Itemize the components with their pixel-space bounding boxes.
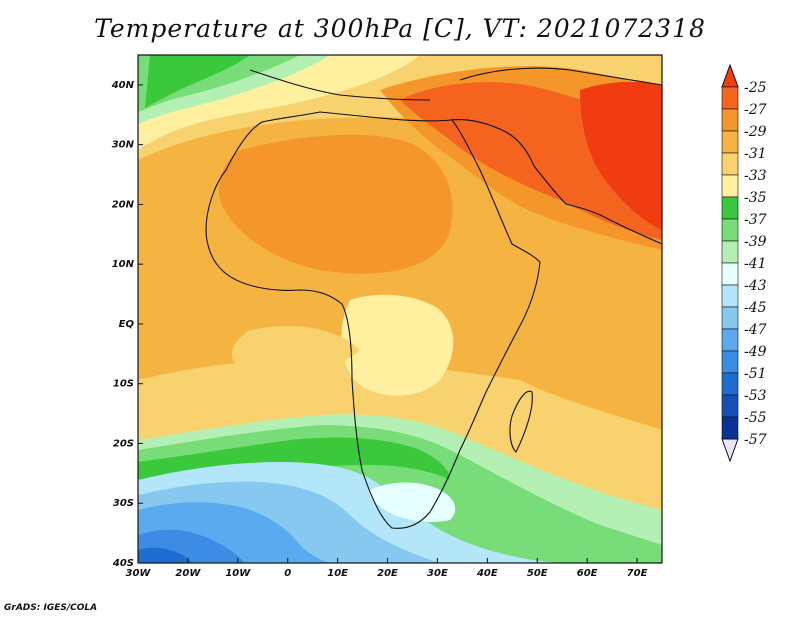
temperature-field <box>138 55 662 563</box>
colorbar-swatch <box>721 372 739 396</box>
colorbar-label: -51 <box>744 366 767 382</box>
colorbar-swatch <box>721 416 739 440</box>
colorbar-swatch <box>721 218 739 242</box>
credit-text: GrADS: IGES/COLA <box>4 603 98 613</box>
y-tick-label: 10N <box>112 259 135 270</box>
colorbar-swatch <box>721 174 739 198</box>
y-tick-label: EQ <box>119 319 135 330</box>
y-tick-label: 20N <box>112 199 135 210</box>
colorbar-label: -29 <box>744 124 767 140</box>
x-tick-label: 60E <box>577 568 598 579</box>
colorbar-swatch <box>721 394 739 418</box>
colorbar-label: -25 <box>744 80 767 96</box>
colorbar-swatch <box>721 262 739 286</box>
x-tick-label: 30E <box>427 568 448 579</box>
colorbar-label: -27 <box>744 102 767 118</box>
colorbar-label: -45 <box>744 300 767 316</box>
colorbar-swatch <box>721 306 739 330</box>
plot-frame <box>137 54 663 564</box>
colorbar-label: -47 <box>744 322 767 338</box>
x-tick-label: 40E <box>476 568 498 579</box>
colorbar-bottom-arrow <box>721 438 739 463</box>
y-tick-label: 30S <box>113 498 134 509</box>
x-tick-label: 10W <box>225 568 251 579</box>
coastlines <box>205 67 662 529</box>
colorbar-swatch <box>721 196 739 220</box>
colorbar-swatch <box>721 350 739 374</box>
x-tick-label: 50E <box>527 568 548 579</box>
colorbar-label: -33 <box>744 168 767 184</box>
x-tick-label: 70E <box>627 568 648 579</box>
colorbar-swatch <box>721 130 739 154</box>
colorbar-label: -31 <box>744 146 767 162</box>
colorbar-swatch <box>721 152 739 176</box>
colorbar-label: -35 <box>744 190 767 206</box>
x-tick-label: 20E <box>377 568 398 579</box>
colorbar-label: -43 <box>744 278 767 294</box>
colorbar-swatch <box>721 284 739 308</box>
colorbar-swatch <box>721 328 739 352</box>
colorbar-swatch <box>721 86 739 110</box>
y-tick-label: 40N <box>111 80 135 91</box>
latitude-axis: 40S 30S 20S 10S EQ 10N 20N 30N 40N <box>111 80 143 569</box>
y-tick-label: 10S <box>113 379 134 390</box>
x-tick-label: 0 <box>284 568 291 579</box>
colorbar-top-arrow <box>721 63 739 88</box>
colorbar-label: -37 <box>744 212 767 228</box>
map-title: Temperature at 300hPa [C], VT: 202107231… <box>94 14 706 43</box>
colorbar-label: -49 <box>744 344 767 360</box>
colorbar-label: -41 <box>744 256 767 272</box>
colorbar-swatch <box>721 240 739 264</box>
colorbar-label: -39 <box>744 234 767 250</box>
x-tick-label: 20W <box>175 568 201 579</box>
y-tick-label: 20S <box>113 438 134 449</box>
y-tick-label: 40S <box>112 558 134 569</box>
colorbar: -25 -27 -29 -31 -33 -35 -37 -39 -41 -43 -45 -47 -49 -… <box>721 63 767 463</box>
longitude-axis: 30W 20W 10W 0 10E 20E 30E 40E 50E 60E 70E <box>126 558 648 579</box>
colorbar-label: -57 <box>744 432 767 448</box>
colorbar-swatch <box>721 108 739 132</box>
colorbar-label: -55 <box>744 410 767 426</box>
x-tick-label: 10E <box>327 568 348 579</box>
y-tick-label: 30N <box>112 140 135 151</box>
x-tick-label: 30W <box>126 568 152 579</box>
colorbar-label: -53 <box>744 388 767 404</box>
